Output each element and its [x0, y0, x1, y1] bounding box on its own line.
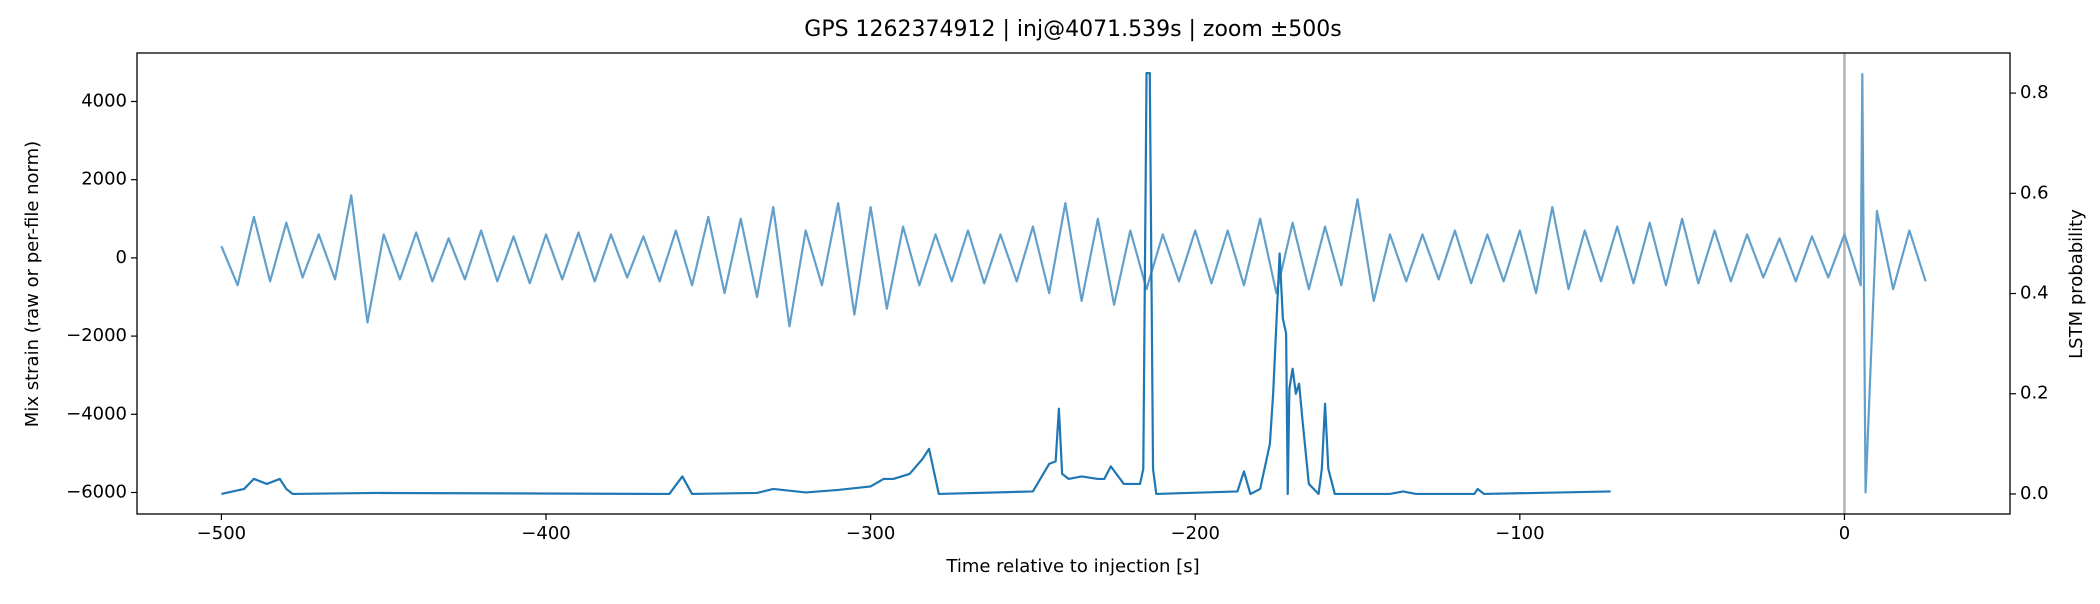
y2-axis-label: LSTM probability [2066, 209, 2087, 359]
x-tick-label: −100 [1495, 523, 1544, 544]
y-tick-label: −2000 [66, 325, 127, 346]
y2-tick-label: 0.4 [2020, 283, 2049, 304]
y-tick-label: 2000 [81, 169, 127, 190]
y-tick-label: 4000 [81, 90, 127, 111]
y2-tick-label: 0.0 [2020, 483, 2049, 504]
y2-tick-label: 0.8 [2020, 82, 2049, 103]
y-tick-label: −6000 [66, 481, 127, 502]
y2-tick-label: 0.6 [2020, 182, 2049, 203]
plot-frame [136, 52, 2011, 515]
x-tick-label: −300 [846, 523, 895, 544]
x-tick-label: 0 [1839, 523, 1850, 544]
y2-tick-label: 0.2 [2020, 383, 2049, 404]
x-axis-label: Time relative to injection [s] [945, 556, 1199, 577]
data-line [221, 71, 1611, 496]
y-tick-label: 0 [116, 247, 127, 268]
y-tick-label: −4000 [66, 403, 127, 424]
x-tick-label: −500 [197, 523, 246, 544]
x-tick-label: −400 [521, 523, 570, 544]
y-axis-label: Mix strain (raw or per-file norm) [22, 141, 43, 427]
chart-title: GPS 1262374912 | inj@4071.539s | zoom ±5… [804, 17, 1341, 42]
x-tick-label: −200 [1171, 523, 1220, 544]
data-line [220, 73, 1927, 494]
